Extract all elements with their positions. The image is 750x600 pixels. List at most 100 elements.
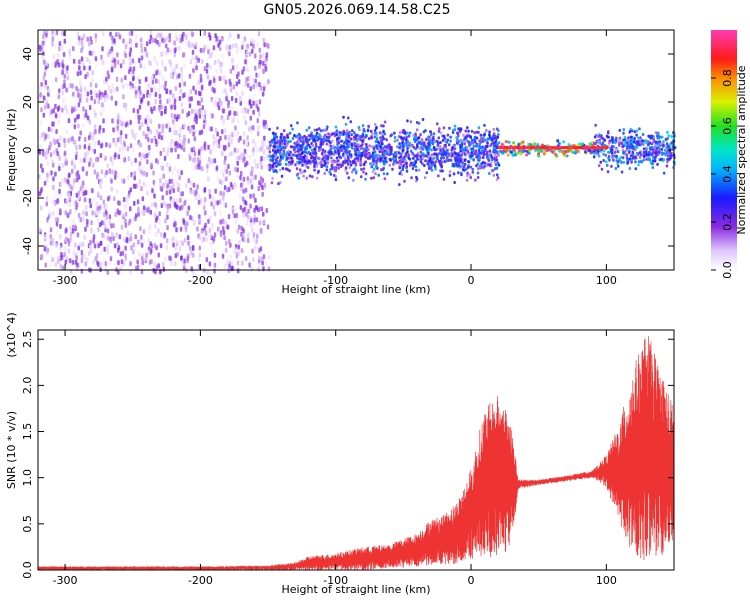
- spectrogram-cell: [297, 176, 300, 180]
- spectrogram-cell: [94, 56, 98, 62]
- spectrogram-cell: [151, 79, 155, 85]
- x-tick-label: -300: [53, 574, 78, 587]
- spectrogram-cell: [193, 165, 197, 171]
- spectrogram-cell: [431, 160, 434, 164]
- spectrogram-cell: [325, 155, 328, 159]
- spectrogram-cell: [54, 192, 57, 198]
- spectrogram-cell: [58, 188, 61, 194]
- spectrogram-cell: [402, 164, 405, 167]
- spectrogram-cell: [662, 171, 666, 175]
- spectrogram-cell: [68, 258, 72, 264]
- spectrogram-cell: [40, 97, 43, 103]
- spectrogram-cell: [196, 85, 199, 90]
- spectrogram-cell: [606, 170, 610, 174]
- spectrogram-cell: [295, 167, 299, 171]
- spectrogram-cell: [437, 129, 441, 133]
- spectrogram-cell: [228, 239, 231, 244]
- spectrogram-cell: [648, 150, 651, 154]
- spectrogram-cell: [57, 142, 61, 148]
- spectrogram-cell: [57, 94, 60, 100]
- spectrogram-cell: [83, 255, 86, 260]
- spectrogram-cell: [350, 143, 354, 146]
- spectrogram-cell: [467, 160, 471, 164]
- spectrogram-cell: [245, 152, 249, 157]
- spectrogram-cell: [610, 164, 613, 168]
- x-tick-label: -100: [323, 274, 348, 287]
- spectrogram-cell: [465, 178, 469, 182]
- spectrogram-cell: [345, 142, 348, 146]
- spectrogram-cell: [109, 156, 113, 162]
- spectrogram-cell: [140, 234, 143, 240]
- spectrogram-cell: [669, 151, 673, 155]
- spectrogram-cell: [383, 120, 387, 124]
- spectrogram-cell: [488, 130, 491, 134]
- spectrogram-cell: [111, 55, 114, 61]
- spectrogram-cell: [436, 122, 439, 126]
- spectrogram-cell: [81, 166, 85, 172]
- spectrogram-cell: [475, 136, 479, 140]
- spectrogram-cell: [207, 176, 210, 182]
- spectrogram-cell: [227, 259, 231, 264]
- spectrogram-cell: [367, 125, 370, 128]
- spectrogram-cell: [411, 134, 415, 137]
- spectrogram-cell: [77, 102, 81, 108]
- spectrogram-cell: [154, 202, 157, 208]
- spectrogram-cell: [204, 210, 207, 216]
- spectrogram-cell: [464, 129, 467, 133]
- spectrogram-cell: [419, 158, 423, 162]
- spectrogram-cell: [276, 126, 279, 130]
- spectrogram-cell: [71, 168, 74, 174]
- spectrogram-cell: [559, 146, 562, 150]
- spectrogram-cell: [257, 131, 260, 137]
- spectrogram-cell: [93, 124, 97, 130]
- spectrogram-cell: [239, 205, 243, 210]
- spectrogram-cell: [188, 96, 191, 102]
- spectrogram-cell: [374, 123, 377, 126]
- spectrogram-cell: [253, 217, 256, 223]
- spectrogram-cell: [628, 129, 632, 133]
- spectrogram-cell: [222, 219, 225, 224]
- spectrogram-cell: [138, 141, 141, 147]
- spectrogram-cell: [634, 160, 637, 164]
- spectrogram-cell: [112, 127, 115, 133]
- spectrogram-cell: [89, 89, 93, 95]
- spectrogram-cell: [654, 143, 658, 147]
- spectrogram-cell: [79, 97, 82, 103]
- spectrogram-cell: [457, 134, 460, 138]
- spectrogram-cell: [430, 133, 433, 136]
- x-tick-label: -300: [53, 274, 78, 287]
- spectrogram-cell: [155, 129, 159, 135]
- spectrogram-cell: [129, 269, 132, 275]
- spectrogram-cell: [462, 133, 465, 137]
- spectrogram-cell: [133, 175, 136, 181]
- spectrogram-cell: [77, 245, 80, 251]
- spectrogram-cell: [262, 211, 265, 217]
- spectrogram-cell: [378, 150, 381, 153]
- spectrogram-cell: [111, 35, 114, 41]
- spectrogram-cell: [442, 156, 445, 160]
- spectrogram-cell: [393, 159, 397, 162]
- spectrogram-cell: [416, 121, 419, 124]
- x-tick-label: -200: [188, 574, 213, 587]
- spectrogram-cell: [554, 146, 558, 150]
- spectrogram-cell: [167, 122, 170, 127]
- spectrogram-cell: [227, 164, 230, 169]
- spectrogram-cell: [59, 245, 62, 251]
- spectrogram-cell: [380, 124, 383, 128]
- spectrogram-cell: [467, 140, 470, 144]
- spectrogram-cell: [226, 44, 229, 50]
- spectrogram-cell: [114, 100, 118, 106]
- spectrogram-cell: [124, 133, 128, 139]
- spectrogram-cell: [153, 193, 156, 199]
- spectrogram-cell: [199, 47, 203, 53]
- spectrogram-cell: [259, 176, 263, 182]
- spectrogram-cell: [122, 261, 126, 267]
- spectrogram-cell: [354, 171, 358, 175]
- spectrogram-cell: [175, 204, 178, 210]
- spectrogram-cell: [195, 65, 198, 71]
- spectrogram-cell: [113, 87, 116, 93]
- spectrogram-cell: [64, 210, 68, 216]
- spectrogram-cell: [73, 164, 76, 170]
- spectrogram-cell: [100, 250, 104, 256]
- spectrogram-cell: [487, 163, 491, 167]
